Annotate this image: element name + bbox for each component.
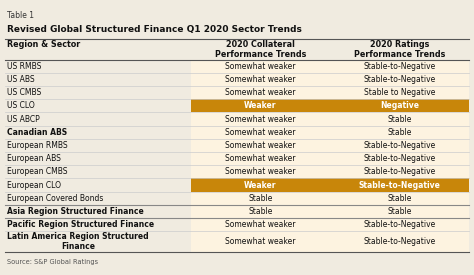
Text: US ABCP: US ABCP [7,115,40,123]
Text: Stable: Stable [248,207,273,216]
Text: Negative: Negative [380,101,419,110]
Text: Somewhat weaker: Somewhat weaker [225,237,295,246]
Text: US ABS: US ABS [7,75,35,84]
Text: Stable-to-Negative: Stable-to-Negative [364,220,436,229]
Text: Somewhat weaker: Somewhat weaker [225,62,295,71]
Text: European Covered Bonds: European Covered Bonds [7,194,103,203]
Text: European CLO: European CLO [7,181,61,189]
Text: Stable to Negative: Stable to Negative [364,88,435,97]
Text: Stable-to-Negative: Stable-to-Negative [364,154,436,163]
Text: US RMBS: US RMBS [7,62,42,71]
Text: Weaker: Weaker [244,181,276,189]
Text: Somewhat weaker: Somewhat weaker [225,88,295,97]
Text: Somewhat weaker: Somewhat weaker [225,141,295,150]
Text: Stable: Stable [387,207,412,216]
Text: Somewhat weaker: Somewhat weaker [225,220,295,229]
Text: Canadian ABS: Canadian ABS [7,128,67,137]
Text: Stable: Stable [248,194,273,203]
Text: Latin America Region Structured
Finance: Latin America Region Structured Finance [7,232,149,251]
Text: Table 1: Table 1 [7,11,34,20]
Text: European ABS: European ABS [7,154,61,163]
Text: Pacific Region Structured Finance: Pacific Region Structured Finance [7,220,154,229]
Text: Stable-to-Negative: Stable-to-Negative [364,62,436,71]
Text: Weaker: Weaker [244,101,276,110]
Text: Source: S&P Global Ratings: Source: S&P Global Ratings [7,259,98,265]
Text: European RMBS: European RMBS [7,141,68,150]
Text: Stable-to-Negative: Stable-to-Negative [359,181,440,189]
Text: European CMBS: European CMBS [7,167,68,176]
Text: Somewhat weaker: Somewhat weaker [225,154,295,163]
Text: Stable-to-Negative: Stable-to-Negative [364,237,436,246]
Text: Somewhat weaker: Somewhat weaker [225,115,295,123]
Text: Somewhat weaker: Somewhat weaker [225,167,295,176]
Text: 2020 Collateral
Performance Trends: 2020 Collateral Performance Trends [215,40,306,59]
Text: Somewhat weaker: Somewhat weaker [225,75,295,84]
Text: Revised Global Structured Finance Q1 2020 Sector Trends: Revised Global Structured Finance Q1 202… [7,25,302,34]
Text: Somewhat weaker: Somewhat weaker [225,128,295,137]
Text: Stable: Stable [387,115,412,123]
Text: Asia Region Structured Finance: Asia Region Structured Finance [7,207,144,216]
Text: Stable: Stable [387,194,412,203]
Text: Stable-to-Negative: Stable-to-Negative [364,167,436,176]
Text: 2020 Ratings
Performance Trends: 2020 Ratings Performance Trends [354,40,445,59]
Text: Region & Sector: Region & Sector [7,40,81,49]
Text: US CMBS: US CMBS [7,88,41,97]
Text: US CLO: US CLO [7,101,35,110]
Text: Stable-to-Negative: Stable-to-Negative [364,75,436,84]
Text: Stable: Stable [387,128,412,137]
Text: Stable-to-Negative: Stable-to-Negative [364,141,436,150]
